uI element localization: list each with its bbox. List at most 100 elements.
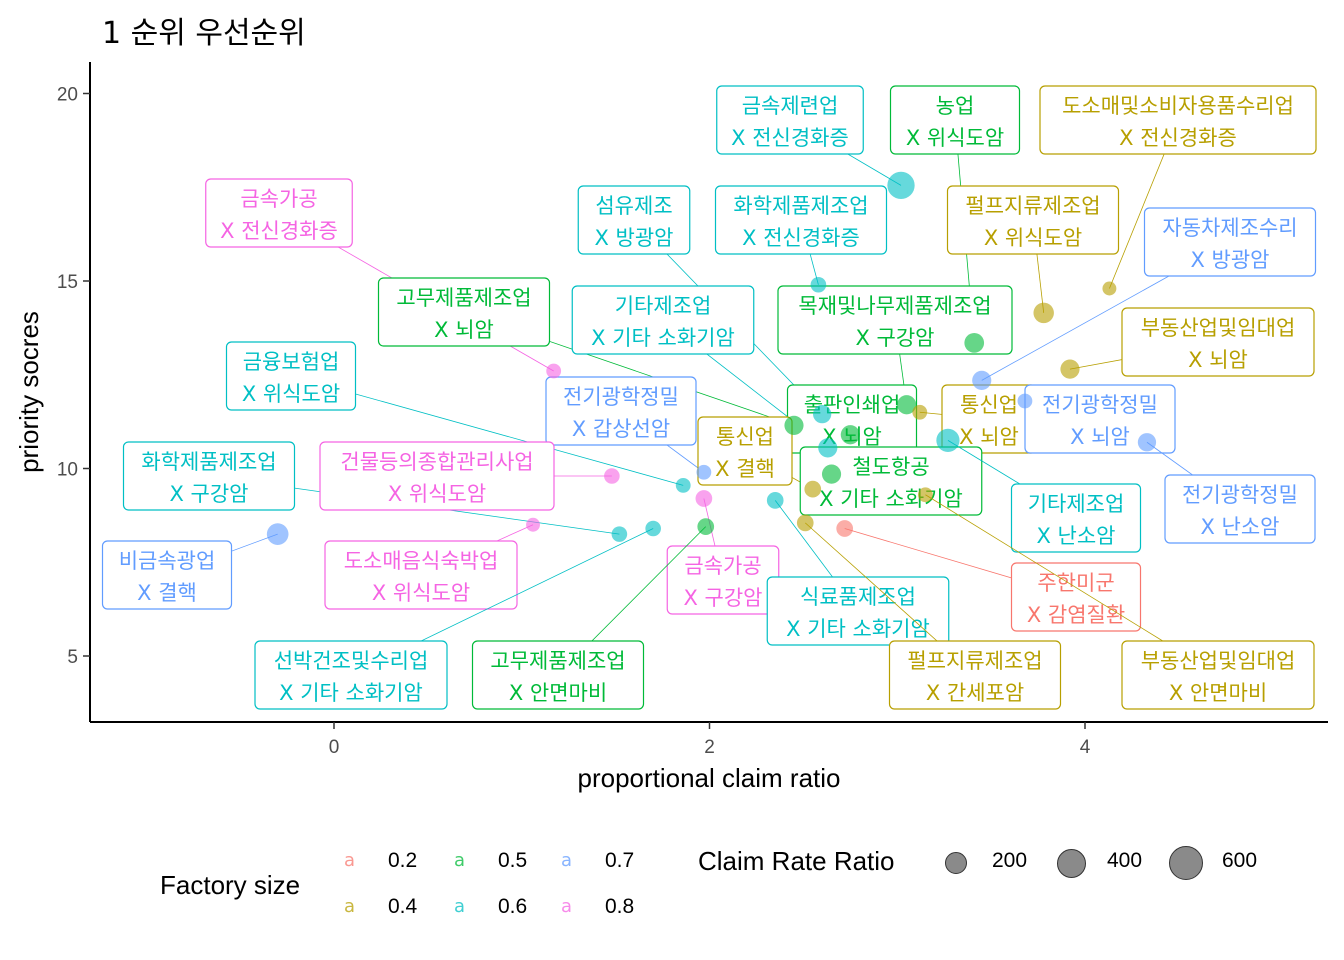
label-industry: 자동차제조수리 bbox=[1162, 216, 1297, 240]
x-tick-label: 2 bbox=[704, 737, 715, 758]
point-label: 비금속광업 X 결핵 bbox=[101, 533, 278, 610]
point-label: 기타제조업 X 난소암 bbox=[947, 440, 1142, 553]
label-box bbox=[545, 376, 697, 446]
data-point bbox=[1137, 433, 1157, 452]
point-label: 자동차제조수리 X 방광암 bbox=[981, 207, 1317, 381]
data-point bbox=[784, 415, 804, 435]
x-axis-title: proportional claim ratio bbox=[577, 763, 840, 793]
label-box bbox=[1121, 307, 1315, 377]
point-label: 농업 X 위식도암 bbox=[889, 85, 1021, 343]
label-box bbox=[777, 285, 1013, 355]
label-box bbox=[571, 285, 755, 355]
label-disease: X 감염질환 bbox=[1027, 603, 1125, 627]
label-box bbox=[319, 441, 555, 511]
label-disease: X 난소암 bbox=[1200, 515, 1279, 539]
data-point bbox=[696, 464, 712, 480]
data-point bbox=[266, 523, 289, 545]
label-industry: 건물등의종합관리사업 bbox=[340, 450, 533, 474]
label-box bbox=[377, 277, 551, 347]
label-disease: X 난소암 bbox=[1036, 524, 1115, 548]
color-legend-title: Factory size bbox=[160, 870, 301, 900]
label-industry: 통신업 bbox=[716, 425, 774, 449]
label-box bbox=[471, 640, 645, 710]
data-point bbox=[840, 425, 860, 445]
label-industry: 식료품제조업 bbox=[800, 585, 916, 609]
label-disease: X 전신경화증 bbox=[742, 226, 860, 250]
label-industry: 전기광학정밀 bbox=[1182, 483, 1298, 507]
data-point bbox=[526, 517, 540, 532]
label-disease: X 안면마비 bbox=[1169, 681, 1267, 705]
point-label: 전기광학정밀 X 뇌암 bbox=[1024, 384, 1176, 454]
data-point bbox=[697, 518, 715, 535]
label-box bbox=[122, 441, 296, 511]
label-box bbox=[888, 640, 1062, 710]
label-box bbox=[1039, 85, 1317, 155]
label-disease: X 위식도암 bbox=[372, 581, 470, 605]
size-legend-key bbox=[1169, 846, 1203, 880]
label-box bbox=[1121, 640, 1315, 710]
point-label: 철도항공 X 기타 소화기암 bbox=[799, 446, 983, 516]
data-point bbox=[611, 526, 628, 542]
label-box bbox=[1010, 483, 1142, 553]
label-disease: X 전신경화증 bbox=[220, 219, 338, 243]
label-industry: 주한미군 bbox=[1037, 571, 1114, 595]
label-disease: X 위식도암 bbox=[906, 126, 1004, 150]
point-label: 부동산업및임대업 X 뇌암 bbox=[1069, 307, 1315, 377]
label-industry: 금속가공 bbox=[684, 554, 761, 578]
label-industry: 통신업 bbox=[960, 393, 1018, 417]
point-label: 전기광학정밀 X 갑상선암 bbox=[545, 376, 705, 473]
label-industry: 금융보험업 bbox=[243, 350, 340, 374]
y-axis-title: priority socres bbox=[14, 311, 44, 473]
color-legend-key: a bbox=[454, 850, 466, 871]
label-industry: 화학제품제조업 bbox=[141, 450, 276, 474]
point-label: 금융보험업 X 위식도암 bbox=[225, 341, 684, 486]
label-disease: X 뇌암 bbox=[434, 318, 494, 342]
label-disease: X 갑상선암 bbox=[572, 417, 670, 441]
color-legend-label: 0.5 bbox=[498, 849, 528, 872]
color-legend-label: 0.6 bbox=[498, 895, 528, 918]
label-disease: X 구강암 bbox=[855, 326, 934, 350]
data-point bbox=[604, 468, 620, 484]
point-label: 전기광학정밀 X 난소암 bbox=[1146, 441, 1316, 544]
x-tick-label: 0 bbox=[329, 737, 340, 758]
label-industry: 전기광학정밀 bbox=[563, 385, 679, 409]
color-legend-label: 0.7 bbox=[605, 849, 635, 872]
data-point bbox=[1017, 393, 1033, 409]
label-box bbox=[697, 416, 793, 486]
leader-line bbox=[290, 375, 684, 486]
label-industry: 철도항공 bbox=[852, 455, 929, 479]
data-point bbox=[821, 464, 842, 484]
label-box bbox=[205, 178, 353, 248]
label-industry: 펄프지류제조업 bbox=[965, 194, 1100, 218]
size-legend-label: 200 bbox=[992, 849, 1028, 872]
label-industry: 금속제련업 bbox=[742, 94, 839, 118]
label-disease: X 뇌암 bbox=[959, 425, 1019, 449]
data-point bbox=[897, 395, 917, 415]
point-label: 금속가공 X 구강암 bbox=[666, 498, 780, 615]
data-point bbox=[695, 490, 713, 507]
label-disease: X 결핵 bbox=[715, 457, 775, 481]
color-legend-label: 0.8 bbox=[605, 895, 635, 918]
point-label: 건물등의종합관리사업 X 위식도암 bbox=[319, 441, 612, 511]
point-label: 화학제품제조업 X 전신경화증 bbox=[714, 185, 888, 285]
label-disease: X 위식도암 bbox=[388, 482, 486, 506]
size-legend-key bbox=[945, 852, 967, 874]
label-disease: X 위식도암 bbox=[242, 382, 340, 406]
label-industry: 목재및나무제품제조업 bbox=[798, 294, 991, 318]
label-box bbox=[716, 85, 864, 155]
label-box bbox=[766, 576, 950, 646]
label-disease: X 기타 소화기암 bbox=[591, 326, 735, 350]
label-box bbox=[889, 85, 1021, 155]
data-point bbox=[1060, 359, 1080, 379]
label-box bbox=[1010, 562, 1142, 632]
y-tick-label: 5 bbox=[67, 647, 78, 668]
size-legend-label: 600 bbox=[1222, 849, 1258, 872]
label-box bbox=[799, 446, 983, 516]
axis-layer: 0 2 4 5 10 15 20 bbox=[57, 62, 1328, 758]
data-point bbox=[796, 514, 814, 532]
label-industry: 농업 bbox=[936, 94, 975, 118]
label-disease: X 전신경화증 bbox=[1119, 126, 1237, 150]
data-point bbox=[645, 520, 661, 537]
label-disease: X 전신경화증 bbox=[731, 126, 849, 150]
